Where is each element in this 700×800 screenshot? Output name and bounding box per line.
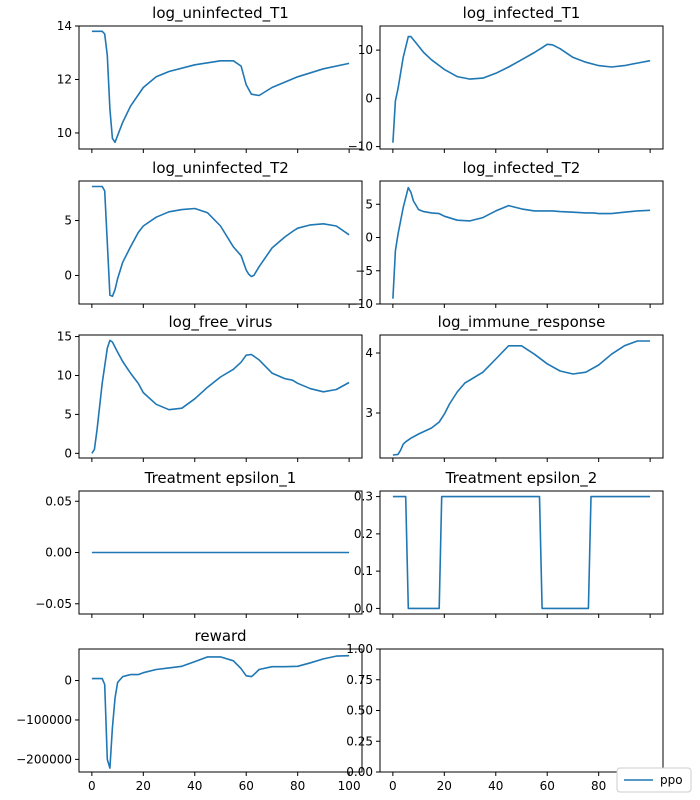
subplot-log-infected-t2: log_infected_T2 −10 −5 0 5 <box>348 159 664 311</box>
y-tick-label: 0.00 <box>45 546 72 560</box>
y-tick-label: 0.75 <box>346 673 373 687</box>
x-tick-label: 100 <box>338 779 361 793</box>
axes-frame <box>78 25 363 150</box>
y-tick-label: 5 <box>64 214 72 228</box>
x-tick-label: 60 <box>540 779 555 793</box>
y-tick-label: 10 <box>57 368 72 382</box>
axes-frame <box>78 648 363 773</box>
subplot-treatment-epsilon-2: Treatment epsilon_2 0.0 0.1 0.2 0.3 <box>354 469 664 618</box>
x-tick-label: 20 <box>136 779 151 793</box>
legend-box <box>616 767 692 793</box>
y-tick-label: 0.00 <box>346 765 373 779</box>
series-line-ppo <box>91 30 350 144</box>
series-line-ppo <box>392 35 651 143</box>
y-tick-label: 0.3 <box>354 490 373 504</box>
y-tick-label: 0.05 <box>45 494 72 508</box>
axes-frame <box>78 180 363 305</box>
y-tick-label: 0.2 <box>354 527 373 541</box>
subplot-title: log_uninfected_T1 <box>152 4 289 23</box>
axes-frame <box>379 490 664 615</box>
subplot-title: log_free_virus <box>169 313 273 332</box>
x-tick-label: 0 <box>389 779 397 793</box>
series-line-ppo <box>392 186 651 299</box>
y-tick-label: 3 <box>365 406 373 420</box>
subplot-log-infected-t1: log_infected_T1 −10 0 10 <box>348 4 664 154</box>
y-tick-label: −0.05 <box>35 597 72 611</box>
y-tick-label: 0 <box>64 268 72 282</box>
y-tick-label: 14 <box>57 19 72 33</box>
y-tick-label: −10 <box>348 297 373 311</box>
legend: ppo <box>616 767 692 793</box>
x-tick-label: 80 <box>591 779 606 793</box>
y-tick-label: −10 <box>348 140 373 154</box>
y-tick-label: 0.50 <box>346 704 373 718</box>
subplot-title: log_infected_T2 <box>463 159 581 178</box>
x-tick-label: 40 <box>187 779 202 793</box>
legend-label: ppo <box>660 773 683 787</box>
x-tick-label: 20 <box>437 779 452 793</box>
x-tick-label: 40 <box>488 779 503 793</box>
x-tick-label: 60 <box>239 779 254 793</box>
subplot-title: Treatment epsilon_2 <box>445 469 598 488</box>
subplot-title: log_infected_T1 <box>463 4 581 23</box>
subplot-grid: log_uninfected_T1 10 12 14 log_infected_T1 −1… <box>16 4 664 793</box>
subplot-title: log_uninfected_T2 <box>152 159 289 178</box>
y-tick-label: 0 <box>365 231 373 245</box>
axes-frame <box>379 648 664 773</box>
x-tick-label: 0 <box>88 779 96 793</box>
series-line-ppo <box>91 339 350 454</box>
axes-frame <box>78 334 363 459</box>
y-tick-label: −5 <box>355 264 373 278</box>
y-tick-label: 10 <box>57 126 72 140</box>
y-tick-label: 10 <box>358 43 373 57</box>
y-tick-label: −100000 <box>16 713 72 727</box>
y-tick-label: 4 <box>365 346 373 360</box>
x-tick-label: 80 <box>290 779 305 793</box>
subplot-log-free-virus: log_free_virus 0 5 10 15 <box>57 313 363 462</box>
subplot-title: log_immune_response <box>438 313 606 332</box>
series-line-ppo <box>392 340 651 456</box>
subplot-title: reward <box>195 627 247 645</box>
y-tick-label: 0 <box>64 674 72 688</box>
series-line-ppo <box>392 495 651 610</box>
subplot-log-uninfected-t2: log_uninfected_T2 0 5 <box>64 159 363 308</box>
subplot-log-uninfected-t1: log_uninfected_T1 10 12 14 <box>57 4 363 153</box>
series-line-ppo <box>91 654 350 769</box>
y-tick-label: 15 <box>57 330 72 344</box>
y-tick-label: 5 <box>365 197 373 211</box>
axes-frame <box>379 25 664 150</box>
y-tick-label: 12 <box>57 72 72 86</box>
y-tick-label: 0.0 <box>354 601 373 615</box>
y-tick-label: 0.1 <box>354 564 373 578</box>
y-tick-label: 5 <box>64 407 72 421</box>
subplot-reward: reward −200000 −100000 0 0 20 40 60 80 100 <box>16 627 363 793</box>
y-tick-label: 1.00 <box>346 642 373 656</box>
subplot-title: Treatment epsilon_1 <box>144 469 297 488</box>
subplot-treatment-epsilon-1: Treatment epsilon_1 −0.05 0.00 0.05 <box>35 469 363 618</box>
y-tick-label: 0.25 <box>346 734 373 748</box>
y-tick-label: −200000 <box>16 752 72 766</box>
series-line-ppo <box>91 185 350 298</box>
axes-frame <box>379 334 664 459</box>
axes-frame <box>379 180 664 305</box>
subplot-log-immune-response: log_immune_response 3 4 <box>365 313 664 462</box>
axes-frame <box>78 490 363 615</box>
y-tick-label: 0 <box>64 446 72 460</box>
y-tick-label: 0 <box>365 91 373 105</box>
